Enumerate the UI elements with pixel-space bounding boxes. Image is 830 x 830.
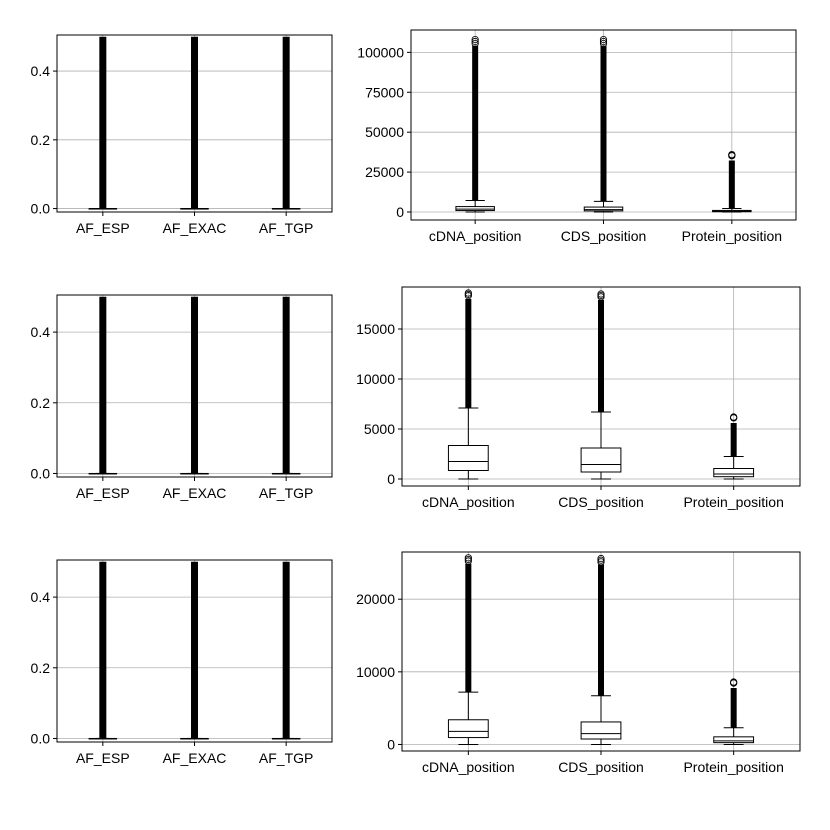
box-CDS_position [580,554,622,745]
plot-frame [56,294,333,478]
outlier-point [464,292,472,300]
box-AF_ESP [88,36,118,210]
y-tick-label: 0 [387,736,395,752]
outlier-point [599,39,608,48]
y-tick-label: 100000 [357,44,404,60]
y-tick-label: 0.4 [31,324,51,340]
box-AF_EXAC [180,36,209,210]
x-tick-label: cDNA_position [422,759,515,775]
outlier-point [471,39,479,48]
y-tick-label: 0 [387,471,395,487]
outlier-point [471,35,479,44]
y-tick-label: 20000 [356,591,395,607]
box-AF_TGP [271,561,301,740]
plot-frame [401,286,801,487]
chart-panel-3: 0.0 0.2 0.4 AF_ESP AF_EXAC AF_TGP [31,294,333,501]
iqr-box [455,206,495,212]
y-tick-label: 15000 [356,321,395,337]
y-tick-label: 0.4 [31,589,51,605]
x-tick-label: cDNA_position [422,494,515,510]
chart-panel-6: 0 10000 20000 cDNA_position CDS_position Prot… [356,551,801,775]
iqr-box [713,468,755,478]
y-tick-label: 10000 [356,371,395,387]
y-tick-label: 5000 [364,421,395,437]
x-tick-label: AF_TGP [259,485,313,501]
x-tick-label: Protein_position [682,228,782,244]
y-tick-label: 0.2 [31,395,51,411]
outlier-point [597,558,605,566]
y-tick-label: 0 [396,204,404,220]
plot-frame [56,34,333,213]
plot-frame [56,559,333,743]
chart-panel-2: 0 25000 50000 75000 100000 cDNA_position CDS_p… [357,29,797,244]
box-AF_EXAC [180,561,209,740]
box-Protein_position [713,678,755,745]
box-AF_TGP [271,296,301,475]
box-CDS_position [583,35,624,213]
x-tick-label: Protein_position [683,494,783,510]
x-tick-label: AF_TGP [259,750,313,766]
outlier-point [728,152,736,160]
x-tick-label: CDS_position [561,228,647,244]
x-tick-label: AF_EXAC [163,750,227,766]
box-AF_ESP [88,561,118,740]
box-cDNA_position [447,554,489,745]
x-tick-label: CDS_position [558,494,644,510]
iqr-box [580,447,622,473]
y-tick-label: 0.0 [31,730,51,746]
iqr-box [580,721,622,740]
y-tick-label: 0.4 [31,63,51,79]
x-tick-label: AF_ESP [76,220,130,236]
x-tick-label: Protein_position [683,759,783,775]
y-tick-label: 0.2 [31,660,51,676]
box-Protein_position [712,150,752,213]
y-tick-label: 0.2 [31,132,51,148]
box-AF_EXAC [180,296,209,475]
x-tick-label: AF_ESP [76,485,130,501]
y-tick-label: 10000 [356,664,395,680]
chart-panel-4: 0 5000 10000 15000 cDNA_position CDS_position… [356,286,801,510]
chart-panel-1: 0.0 0.2 0.4 AF_ESP AF_EXAC AF_TGP [31,34,333,236]
box-CDS_position [580,290,622,480]
outlier-point [730,679,738,687]
box-AF_TGP [271,36,301,210]
x-tick-label: AF_ESP [76,750,130,766]
outlier-point [599,35,608,44]
plot-frame [401,551,801,752]
outlier-point [599,37,608,46]
iqr-box [447,445,489,471]
outlier-point [464,557,472,565]
y-tick-label: 75000 [365,84,404,100]
y-tick-label: 0.0 [31,465,51,481]
outlier-point [471,37,479,46]
y-tick-label: 0.0 [31,201,51,217]
x-tick-label: cDNA_position [429,228,522,244]
outlier-point [730,414,738,422]
iqr-box [583,206,624,212]
outlier-point [597,293,605,301]
iqr-box [447,719,489,739]
iqr-box [713,736,755,744]
y-tick-label: 50000 [365,124,404,140]
x-tick-label: AF_TGP [259,220,313,236]
box-AF_ESP [88,296,118,475]
x-tick-label: AF_EXAC [163,220,227,236]
box-cDNA_position [455,35,495,213]
plot-frame [410,29,797,221]
box-cDNA_position [447,289,489,480]
x-tick-label: CDS_position [558,759,644,775]
x-tick-label: AF_EXAC [163,485,227,501]
box-Protein_position [713,413,755,480]
chart-panel-5: 0.0 0.2 0.4 AF_ESP AF_EXAC AF_TGP [31,559,333,766]
y-tick-label: 25000 [365,164,404,180]
